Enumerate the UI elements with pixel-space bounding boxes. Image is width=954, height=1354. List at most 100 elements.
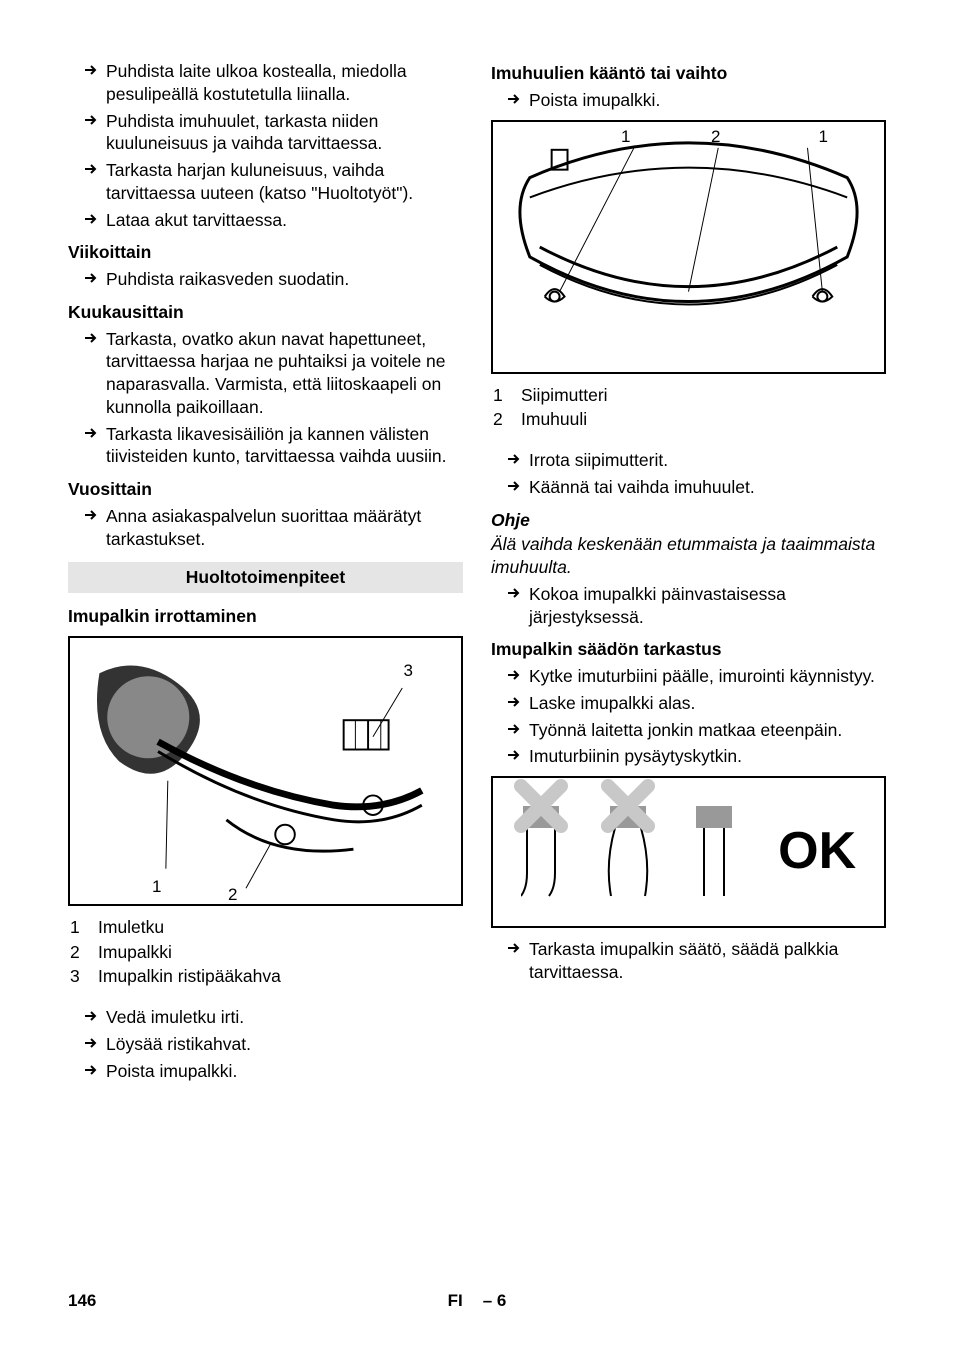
legend-num: 1 [493, 384, 521, 407]
heading-note: Ohje [491, 509, 886, 532]
page-footer: 146 FI – 6 [68, 1290, 886, 1312]
list-item: Työnnä laitetta jonkin matkaa eteenpäin. [491, 719, 886, 742]
legend-row: 1 Siipimutteri [493, 384, 886, 407]
legend-num: 2 [493, 408, 521, 431]
legend-text: Imupalkki [98, 941, 172, 964]
list-text: Puhdista imuhuulet, tarkasta niiden kuul… [106, 110, 463, 156]
list-text: Tarkasta likavesisäiliön ja kannen välis… [106, 423, 463, 469]
list-text: Irrota siipimutterit. [529, 449, 886, 472]
arrow-right-icon [507, 92, 529, 106]
list-item: Lataa akut tarvittaessa. [68, 209, 463, 232]
list-text: Puhdista laite ulkoa kostealla, miedolla… [106, 60, 463, 106]
list-text: Lataa akut tarvittaessa. [106, 209, 463, 232]
arrow-right-icon [507, 941, 529, 955]
callout-2: 2 [228, 884, 237, 906]
legend-row: 2 Imuhuuli [493, 408, 886, 431]
callout-2: 2 [711, 126, 720, 148]
arrow-right-icon [84, 1063, 106, 1077]
arrow-right-icon [507, 586, 529, 600]
arrow-right-icon [84, 162, 106, 176]
heading-monthly: Kuukausittain [68, 301, 463, 324]
list-item: Anna asiakaspalvelun suorittaa määrätyt … [68, 505, 463, 551]
note-text: Älä vaihda keskenään etummaista ja taaim… [491, 533, 886, 579]
list-item: Puhdista laite ulkoa kostealla, miedolla… [68, 60, 463, 106]
list-item: Tarkasta harjan kuluneisuus, vaihda tarv… [68, 159, 463, 205]
list-item: Löysää ristikahvat. [68, 1033, 463, 1056]
footer-sub: – 6 [483, 1290, 507, 1312]
list-text: Laske imupalkki alas. [529, 692, 886, 715]
legend-text: Siipimutteri [521, 384, 608, 407]
callout-3: 3 [404, 660, 413, 682]
callout-1b: 1 [819, 126, 828, 148]
heading-weekly: Viikoittain [68, 241, 463, 264]
list-item: Laske imupalkki alas. [491, 692, 886, 715]
arrow-right-icon [84, 271, 106, 285]
legend-num: 1 [70, 916, 98, 939]
list-item: Puhdista raikasveden suodatin. [68, 268, 463, 291]
arrow-right-icon [84, 212, 106, 226]
arrow-right-icon [507, 452, 529, 466]
legend-row: 2 Imupalkki [70, 941, 463, 964]
arrow-right-icon [507, 722, 529, 736]
arrow-right-icon [507, 668, 529, 682]
list-item: Tarkasta imupalkin säätö, säädä palkkia … [491, 938, 886, 984]
x-icon [513, 778, 569, 840]
blade-wrong-1 [521, 806, 561, 898]
list-text: Käännä tai vaihda imuhuulet. [529, 476, 886, 499]
legend-row: 3 Imupalkin ristipääkahva [70, 965, 463, 988]
figure-blade-ok: OK [491, 776, 886, 928]
legend-text: Imuletku [98, 916, 164, 939]
legend-row: 1 Imuletku [70, 916, 463, 939]
ok-label: OK [778, 818, 856, 886]
list-text: Tarkasta, ovatko akun navat hapettuneet,… [106, 328, 463, 419]
list-text: Työnnä laitetta jonkin matkaa eteenpäin. [529, 719, 886, 742]
list-text: Puhdista raikasveden suodatin. [106, 268, 463, 291]
list-item: Käännä tai vaihda imuhuulet. [491, 476, 886, 499]
list-item: Irrota siipimutterit. [491, 449, 886, 472]
arrow-right-icon [84, 1036, 106, 1050]
callout-1: 1 [621, 126, 630, 148]
list-text: Kytke imuturbiini päälle, imurointi käyn… [529, 665, 886, 688]
list-item: Poista imupalkki. [491, 89, 886, 112]
page-number: 146 [68, 1290, 96, 1312]
legend-text: Imuhuuli [521, 408, 587, 431]
list-item: Tarkasta, ovatko akun navat hapettuneet,… [68, 328, 463, 419]
list-text: Poista imupalkki. [529, 89, 886, 112]
arrow-right-icon [84, 331, 106, 345]
list-item: Poista imupalkki. [68, 1060, 463, 1083]
list-text: Kokoa imupalkki päinvastaisessa järjesty… [529, 583, 886, 629]
arrow-right-icon [507, 695, 529, 709]
heading-turn-lips: Imuhuulien kääntö tai vaihto [491, 62, 886, 85]
list-item: Tarkasta likavesisäiliön ja kannen välis… [68, 423, 463, 469]
list-item: Puhdista imuhuulet, tarkasta niiden kuul… [68, 110, 463, 156]
heading-detach: Imupalkin irrottaminen [68, 605, 463, 628]
footer-lang: FI [448, 1290, 463, 1312]
arrow-right-icon [84, 63, 106, 77]
right-column: Imuhuulien kääntö tai vaihto Poista imup… [491, 58, 886, 1086]
heading-yearly: Vuosittain [68, 478, 463, 501]
heading-adjust: Imupalkin säädön tarkastus [491, 638, 886, 661]
arrow-right-icon [507, 748, 529, 762]
list-text: Tarkasta imupalkin säätö, säädä palkkia … [529, 938, 886, 984]
arrow-right-icon [84, 426, 106, 440]
figure-squeegee-detach: 1 2 3 [68, 636, 463, 906]
arrow-right-icon [84, 508, 106, 522]
list-item: Kytke imuturbiini päälle, imurointi käyn… [491, 665, 886, 688]
list-text: Tarkasta harjan kuluneisuus, vaihda tarv… [106, 159, 463, 205]
blade-wrong-2 [605, 806, 651, 898]
legend-text: Imupalkin ristipääkahva [98, 965, 281, 988]
arrow-right-icon [84, 113, 106, 127]
x-icon [600, 778, 656, 840]
legend-num: 3 [70, 965, 98, 988]
arrow-right-icon [507, 479, 529, 493]
blade-ok [694, 806, 734, 898]
callout-1: 1 [152, 876, 161, 898]
list-item: Kokoa imupalkki päinvastaisessa järjesty… [491, 583, 886, 629]
figure-squeegee-lips: 1 2 1 [491, 120, 886, 374]
left-column: Puhdista laite ulkoa kostealla, miedolla… [68, 58, 463, 1086]
list-text: Poista imupalkki. [106, 1060, 463, 1083]
list-text: Anna asiakaspalvelun suorittaa määrätyt … [106, 505, 463, 551]
legend-num: 2 [70, 941, 98, 964]
list-text: Vedä imuletku irti. [106, 1006, 463, 1029]
arrow-right-icon [84, 1009, 106, 1023]
